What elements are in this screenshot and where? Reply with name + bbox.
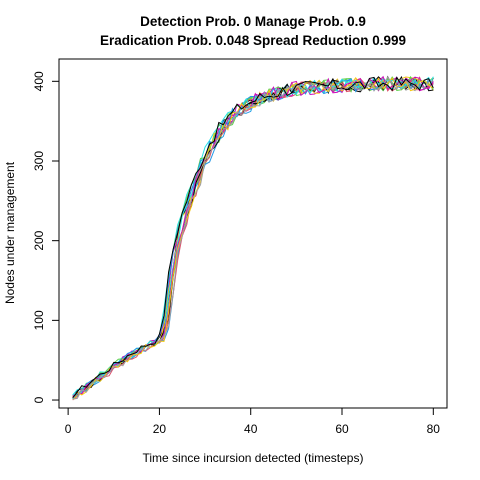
x-tick-label: 40: [244, 422, 258, 436]
chart-title-line-2: Eradication Prob. 0.048 Spread Reduction…: [100, 33, 406, 48]
series-line-14: [72, 75, 434, 397]
y-tick-label: 400: [32, 71, 46, 91]
y-axis-label: Nodes under management: [3, 161, 17, 304]
series-line-10: [72, 76, 434, 398]
series-line-11: [72, 75, 434, 397]
plot-area-border: [58, 58, 448, 409]
y-tick-label: 100: [32, 310, 46, 330]
series-line-17: [72, 76, 434, 399]
series-line-3: [72, 76, 434, 397]
x-tick-label: 20: [153, 422, 167, 436]
x-axis: 0 20 40 60 80: [65, 407, 441, 436]
y-axis: 0 100 200 300 400: [32, 71, 60, 403]
series-line-13: [72, 76, 434, 396]
x-tick-label: 60: [335, 422, 349, 436]
series-line-9: [72, 75, 434, 397]
y-tick-label: 200: [32, 230, 46, 250]
chart-title-line-1: Detection Prob. 0 Manage Prob. 0.9: [140, 14, 366, 29]
series-line-8: [72, 76, 434, 396]
y-tick-label: 0: [32, 396, 46, 403]
series-line-7: [72, 76, 434, 401]
series-line-6: [72, 76, 434, 398]
x-tick-label: 0: [65, 422, 72, 436]
series-line-12: [72, 77, 434, 400]
series-line-16: [72, 76, 434, 400]
x-axis-label: Time since incursion detected (timesteps…: [143, 451, 364, 465]
series-line-2: [72, 77, 434, 401]
series-layer: [72, 75, 434, 401]
x-tick-label: 80: [427, 422, 441, 436]
series-line-1: [72, 76, 434, 399]
y-tick-label: 300: [32, 151, 46, 171]
series-line-15: [72, 76, 434, 399]
series-line-5: [72, 76, 434, 396]
series-line-4: [72, 76, 434, 397]
